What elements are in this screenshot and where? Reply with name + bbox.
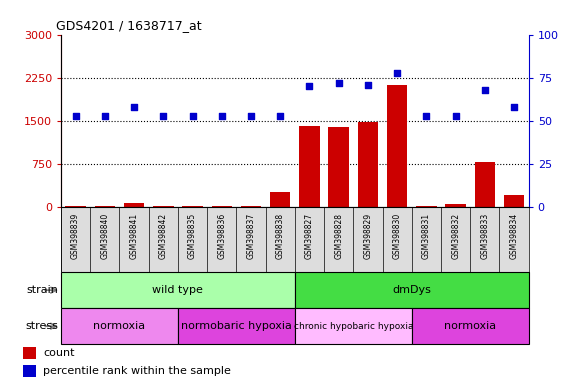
Bar <box>23 347 35 359</box>
Text: GSM398841: GSM398841 <box>130 213 139 259</box>
Text: normobaric hypoxia: normobaric hypoxia <box>181 321 292 331</box>
Bar <box>475 162 495 207</box>
Bar <box>299 126 320 207</box>
Bar <box>295 272 529 308</box>
Text: GDS4201 / 1638717_at: GDS4201 / 1638717_at <box>56 19 202 32</box>
Bar <box>178 308 295 344</box>
Text: GSM398839: GSM398839 <box>71 213 80 259</box>
Point <box>451 113 460 119</box>
Point <box>480 87 490 93</box>
Bar <box>328 127 349 207</box>
Bar <box>66 206 86 207</box>
Point <box>71 113 80 119</box>
Text: GSM398842: GSM398842 <box>159 213 168 259</box>
Bar <box>270 192 290 207</box>
Point <box>188 113 197 119</box>
Text: GSM398832: GSM398832 <box>451 213 460 259</box>
Text: wild type: wild type <box>152 285 203 295</box>
Bar <box>412 308 529 344</box>
Text: dmDys: dmDys <box>392 285 431 295</box>
Bar <box>182 206 203 207</box>
Point <box>246 113 256 119</box>
Text: stress: stress <box>25 321 58 331</box>
Text: GSM398831: GSM398831 <box>422 213 431 259</box>
Text: percentile rank within the sample: percentile rank within the sample <box>43 366 231 376</box>
Bar <box>95 206 115 207</box>
Text: normoxia: normoxia <box>94 321 145 331</box>
Bar <box>124 203 144 207</box>
Text: GSM398834: GSM398834 <box>510 213 519 259</box>
Text: GSM398829: GSM398829 <box>364 213 372 259</box>
Bar <box>416 206 437 207</box>
Text: GSM398840: GSM398840 <box>101 213 109 259</box>
Point <box>393 70 402 76</box>
Point <box>305 83 314 89</box>
Text: chronic hypobaric hypoxia: chronic hypobaric hypoxia <box>293 322 413 331</box>
Bar <box>211 206 232 207</box>
Point <box>217 113 227 119</box>
Text: GSM398835: GSM398835 <box>188 213 197 259</box>
Bar <box>61 272 295 308</box>
Text: GSM398828: GSM398828 <box>334 213 343 258</box>
Bar <box>61 308 178 344</box>
Point <box>510 104 519 110</box>
Text: GSM398827: GSM398827 <box>305 213 314 259</box>
Point <box>130 104 139 110</box>
Bar <box>23 365 35 377</box>
Bar <box>295 308 412 344</box>
Text: GSM398836: GSM398836 <box>217 213 226 259</box>
Bar <box>358 122 378 207</box>
Point <box>422 113 431 119</box>
Point <box>363 82 372 88</box>
Bar <box>446 204 466 207</box>
Text: strain: strain <box>26 285 58 295</box>
Text: GSM398833: GSM398833 <box>480 213 489 259</box>
Text: normoxia: normoxia <box>444 321 496 331</box>
Text: GSM398830: GSM398830 <box>393 213 401 259</box>
Point <box>334 80 343 86</box>
Point <box>275 113 285 119</box>
Bar <box>504 195 524 207</box>
Point <box>100 113 109 119</box>
Text: count: count <box>43 348 75 358</box>
Point <box>159 113 168 119</box>
Bar <box>153 206 174 207</box>
Text: GSM398838: GSM398838 <box>276 213 285 259</box>
Text: GSM398837: GSM398837 <box>246 213 256 259</box>
Bar <box>387 85 407 207</box>
